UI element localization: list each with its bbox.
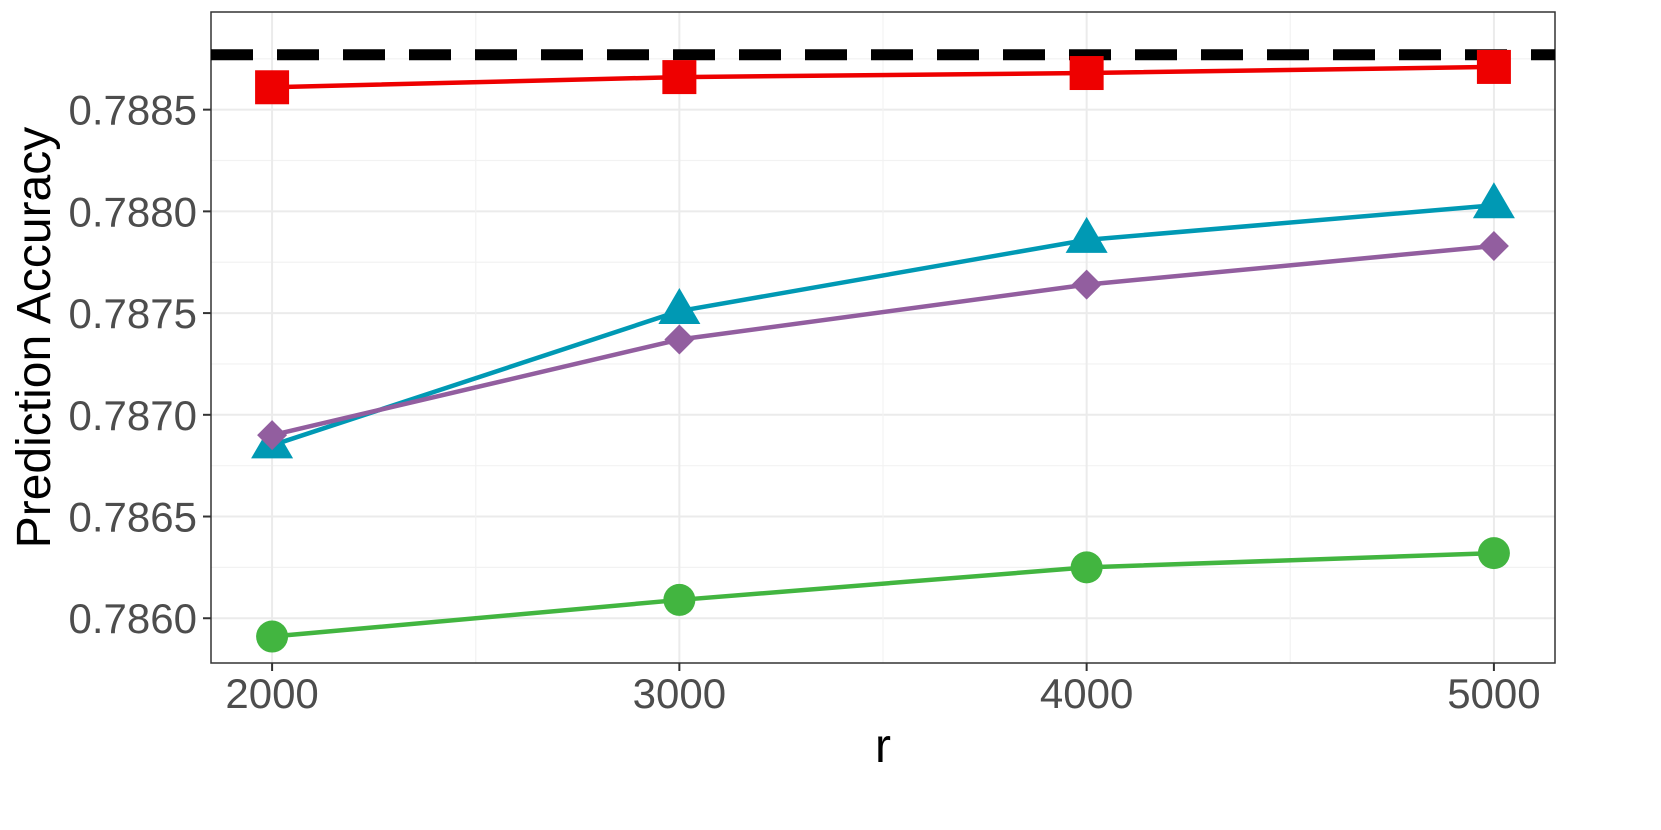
x-tick-label: 4000: [1040, 670, 1133, 717]
series-layer: [251, 49, 1515, 653]
diamond-marker: [664, 324, 695, 355]
series-square: [255, 49, 1511, 105]
diamond-marker: [1071, 269, 1102, 300]
series-triangle: [251, 182, 1515, 459]
x-tick-label: 3000: [633, 670, 726, 717]
y-tick-label: 0.7885: [69, 87, 197, 134]
triangle-marker: [1065, 216, 1108, 253]
x-tick-label: 2000: [225, 670, 318, 717]
y-tick-label: 0.7880: [69, 188, 197, 235]
x-tick-label: 5000: [1447, 670, 1540, 717]
x-axis-ticks: 2000 3000 4000 5000: [225, 663, 1541, 717]
series-line: [271, 550, 1494, 639]
x-axis-title: r: [875, 720, 891, 773]
y-tick-label: 0.7860: [69, 595, 197, 642]
series-line: [271, 203, 1495, 448]
series-line: [271, 243, 1495, 438]
circle-marker: [1477, 537, 1510, 570]
circle-marker: [256, 620, 289, 653]
y-axis-title: Prediction Accuracy: [8, 127, 61, 549]
square-marker: [255, 70, 290, 105]
series-circle: [256, 537, 1510, 653]
y-tick-label: 0.7865: [69, 494, 197, 541]
plot-panel-border: [210, 11, 1556, 664]
square-marker: [662, 60, 697, 95]
y-axis-ticks: 0.7860 0.7865 0.7870 0.7875 0.7880 0.7885: [69, 87, 211, 642]
circle-marker: [1070, 551, 1103, 584]
triangle-marker: [1472, 182, 1515, 219]
triangle-marker: [658, 288, 701, 325]
diamond-marker: [257, 420, 288, 451]
y-tick-label: 0.7870: [69, 392, 197, 439]
grid-lines: [211, 12, 1555, 663]
square-marker: [1476, 49, 1511, 84]
y-tick-label: 0.7875: [69, 290, 197, 337]
square-marker: [1069, 56, 1104, 91]
series-line: [272, 64, 1494, 90]
circle-marker: [663, 583, 696, 616]
diamond-marker: [1478, 230, 1509, 261]
series-diamond: [257, 230, 1509, 451]
